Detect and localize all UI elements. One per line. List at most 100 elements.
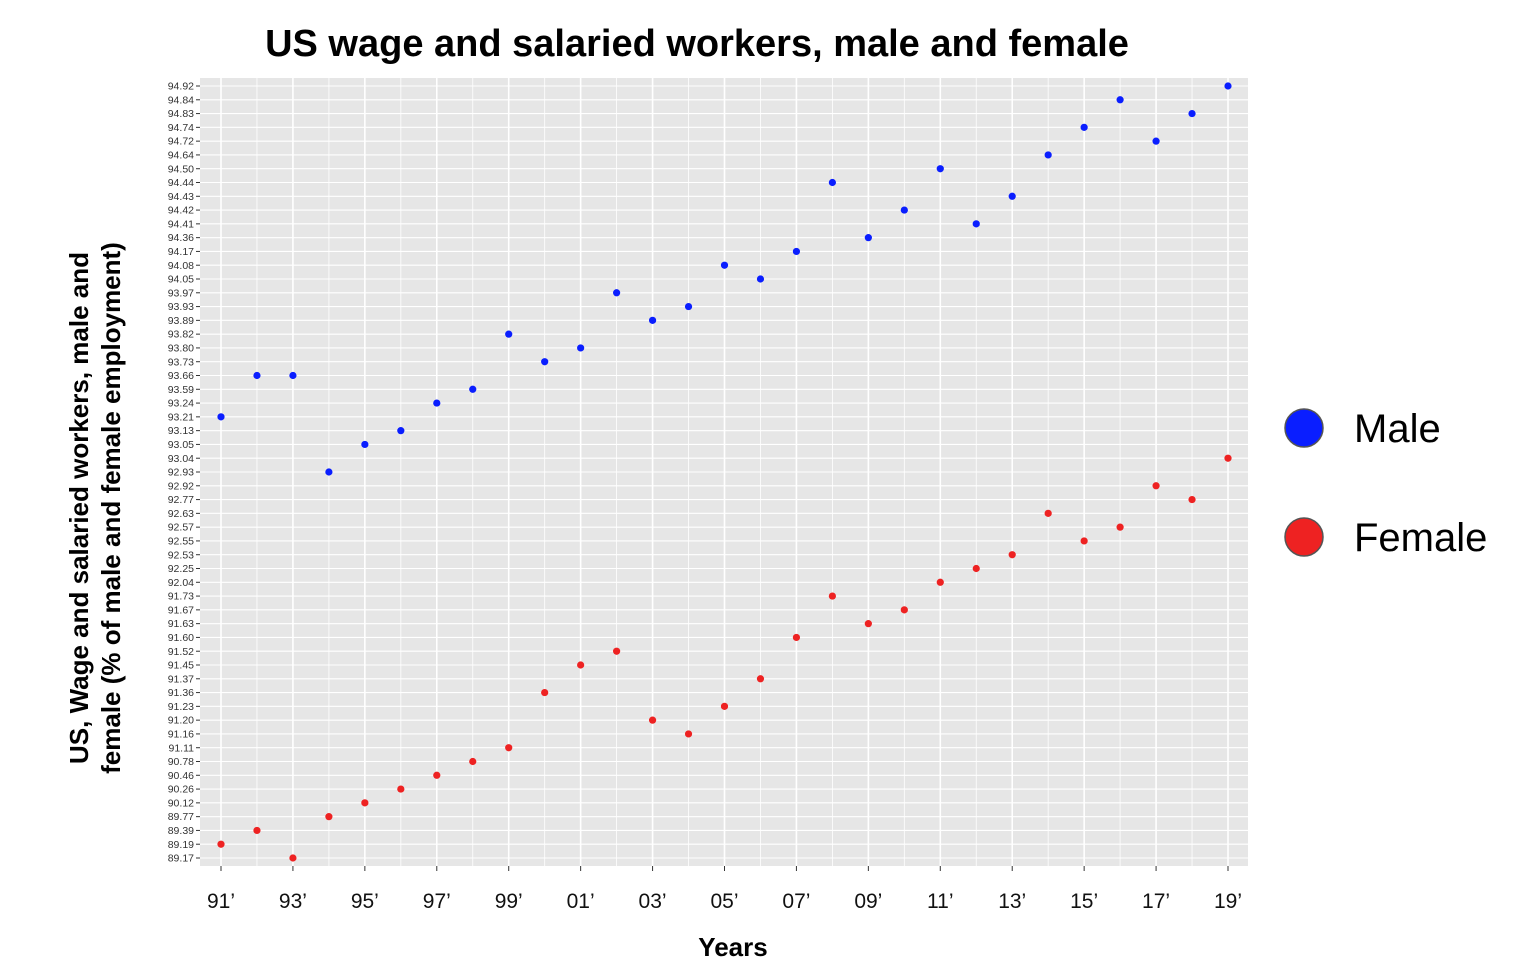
male-point (1152, 137, 1160, 145)
y-tick-label: 93.04 (168, 453, 194, 465)
female-point (433, 771, 441, 779)
y-tick-label: 89.17 (168, 853, 194, 865)
female-point (1116, 523, 1124, 531)
x-tick-label: 09’ (854, 890, 882, 913)
male-point (541, 358, 549, 366)
y-tick-label: 91.52 (168, 646, 194, 658)
x-tick-label: 97’ (423, 890, 451, 913)
y-tick-label: 93.97 (168, 287, 194, 299)
legend-female-label: Female (1354, 516, 1487, 560)
female-point (217, 840, 225, 848)
x-tick-label: 11’ (927, 890, 953, 913)
y-tick-label: 93.73 (168, 356, 194, 368)
y-tick-label: 94.42 (168, 205, 194, 217)
male-point (756, 275, 765, 283)
y-tick-label: 94.84 (168, 94, 194, 106)
female-point (577, 661, 585, 669)
x-tick-label: 17’ (1142, 890, 1170, 913)
y-axis-title-line-2: female (% of male and female employment) (96, 242, 126, 774)
male-point (720, 261, 729, 269)
data-points (217, 82, 1232, 862)
male-point (936, 165, 944, 173)
y-tick-label: 93.89 (168, 315, 194, 327)
female-point (325, 813, 333, 821)
x-tick-label: 93’ (279, 890, 307, 913)
female-point (864, 620, 872, 628)
y-tick-label: 93.93 (168, 301, 194, 313)
y-tick-label: 94.43 (168, 191, 194, 203)
male-point (1008, 192, 1016, 200)
legend-male-key (1284, 408, 1324, 448)
y-tick-label: 92.77 (168, 494, 194, 506)
female-point (361, 799, 369, 807)
female-point (505, 744, 513, 752)
x-tick-label: 07’ (782, 890, 810, 913)
male-point (433, 399, 441, 407)
x-axis-title: Years (698, 932, 767, 962)
female-point (613, 647, 621, 655)
y-tick-label: 91.37 (168, 673, 194, 685)
y-tick-label: 90.46 (168, 770, 194, 782)
y-tick-label: 89.39 (168, 825, 194, 837)
male-point (613, 289, 621, 297)
chart-title: US wage and salaried workers, male and f… (265, 23, 1129, 65)
female-point (720, 702, 729, 710)
female-point (1008, 551, 1016, 559)
female-point (756, 675, 765, 683)
x-tick-label: 13’ (998, 890, 1026, 913)
y-tick-label: 93.80 (168, 343, 194, 355)
male-point (577, 344, 585, 352)
female-point (792, 633, 801, 642)
y-tick-label: 91.73 (168, 591, 194, 603)
female-point (1080, 537, 1088, 545)
male-point (289, 371, 297, 380)
x-tick-label: 19’ (1214, 890, 1242, 913)
y-tick-label: 93.59 (168, 384, 194, 396)
female-point (253, 826, 261, 835)
x-axis-ticks: 91’ 93’ 95’ 97’ 99’ 01’ 03’ 05’ 07’ 09’ 11’ 13’ 15’ 1… (207, 866, 1242, 913)
y-tick-label: 92.93 (168, 467, 194, 479)
y-tick-label: 94.74 (168, 122, 194, 134)
y-tick-label: 94.50 (168, 163, 194, 175)
y-tick-label: 93.13 (168, 425, 194, 437)
y-tick-label: 90.12 (168, 797, 194, 809)
y-tick-label: 91.11 (169, 742, 195, 754)
female-point (469, 757, 477, 766)
male-point (900, 206, 908, 214)
x-tick-label: 05’ (710, 890, 738, 913)
y-tick-label: 94.17 (168, 246, 194, 258)
male-point (397, 427, 405, 435)
male-point (361, 440, 369, 449)
y-tick-label: 94.36 (168, 232, 194, 244)
y-tick-label: 92.57 (168, 522, 194, 534)
x-tick-label: 03’ (639, 890, 667, 913)
male-point (1044, 151, 1052, 159)
x-tick-label: 15’ (1070, 890, 1098, 913)
y-tick-label: 89.19 (168, 839, 194, 851)
male-point (253, 371, 261, 380)
y-tick-label: 92.92 (168, 480, 194, 492)
y-tick-label: 91.20 (168, 715, 194, 727)
male-point (792, 247, 801, 256)
legend-male-label: Male (1354, 407, 1441, 451)
y-tick-label: 94.41 (168, 218, 194, 230)
y-tick-label: 93.21 (168, 411, 194, 423)
female-point (541, 688, 549, 697)
y-tick-label: 93.05 (168, 439, 194, 451)
female-point (684, 730, 693, 738)
male-point (469, 385, 477, 393)
x-tick-label: 91’ (207, 890, 235, 913)
male-point (1224, 82, 1232, 90)
female-point (972, 564, 980, 573)
female-point (1224, 454, 1232, 462)
y-tick-label: 94.08 (168, 260, 194, 272)
male-point (648, 316, 657, 324)
y-tick-label: 90.26 (168, 784, 194, 796)
y-tick-label: 93.66 (168, 370, 194, 382)
y-tick-label: 90.78 (168, 756, 194, 768)
male-point (325, 468, 333, 476)
y-tick-label: 91.45 (168, 660, 194, 672)
male-point (1188, 109, 1196, 118)
x-tick-label: 95’ (351, 890, 379, 913)
